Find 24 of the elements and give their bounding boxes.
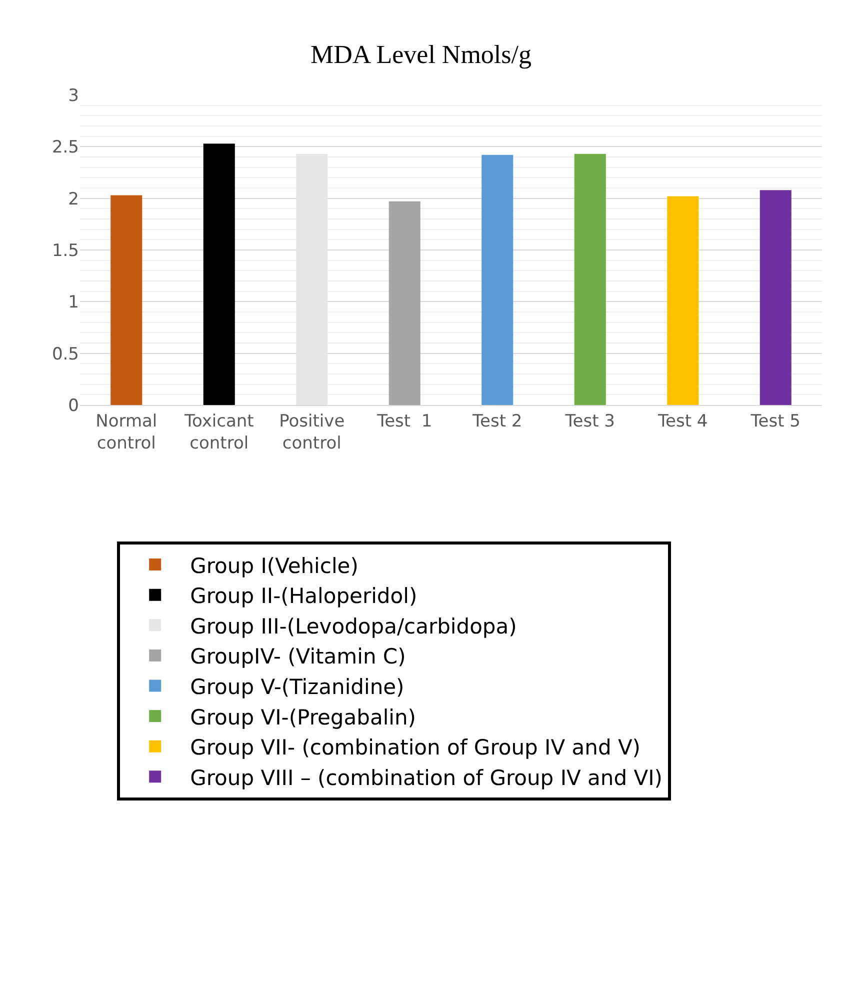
x-tick-label: Test 2 — [472, 411, 522, 432]
x-tick-label: Toxicant control — [183, 411, 254, 454]
x-tick-label: Positive control — [279, 411, 345, 454]
legend-label: Group VII- (combination of Group IV and V) — [190, 736, 641, 760]
legend-label: GroupIV- (Vitamin C) — [190, 644, 406, 669]
legend-label: Group VIII – (combination of Group IV and VI) — [190, 766, 662, 790]
x-tick-label: Test 4 — [657, 411, 708, 432]
legend-label: Group VI-(Pregabalin) — [190, 705, 416, 730]
legend-label: Group V-(Tizanidine) — [190, 674, 404, 699]
y-tick-label: 2 — [68, 189, 79, 210]
x-tick-label: Test 1 — [376, 411, 432, 432]
x-tick-label: Normal control — [96, 411, 158, 454]
y-tick-label: 1.5 — [52, 240, 79, 261]
y-tick-label: 2.5 — [52, 138, 79, 158]
legend-label: Group I(Vehicle) — [190, 554, 358, 578]
y-tick-label: 3 — [68, 86, 79, 106]
legend-label: Group III-(Levodopa/carbidopa) — [190, 614, 517, 638]
x-tick-label: Test 5 — [750, 411, 800, 432]
y-tick-label: 0 — [68, 396, 79, 416]
y-tick-label: 1 — [68, 292, 79, 313]
chart-title: MDA Level Nmols/g — [310, 40, 532, 69]
legend-label: Group II-(Haloperidol) — [190, 584, 418, 608]
y-tick-label: 0.5 — [52, 344, 79, 364]
x-tick-label: Test 3 — [564, 411, 615, 432]
